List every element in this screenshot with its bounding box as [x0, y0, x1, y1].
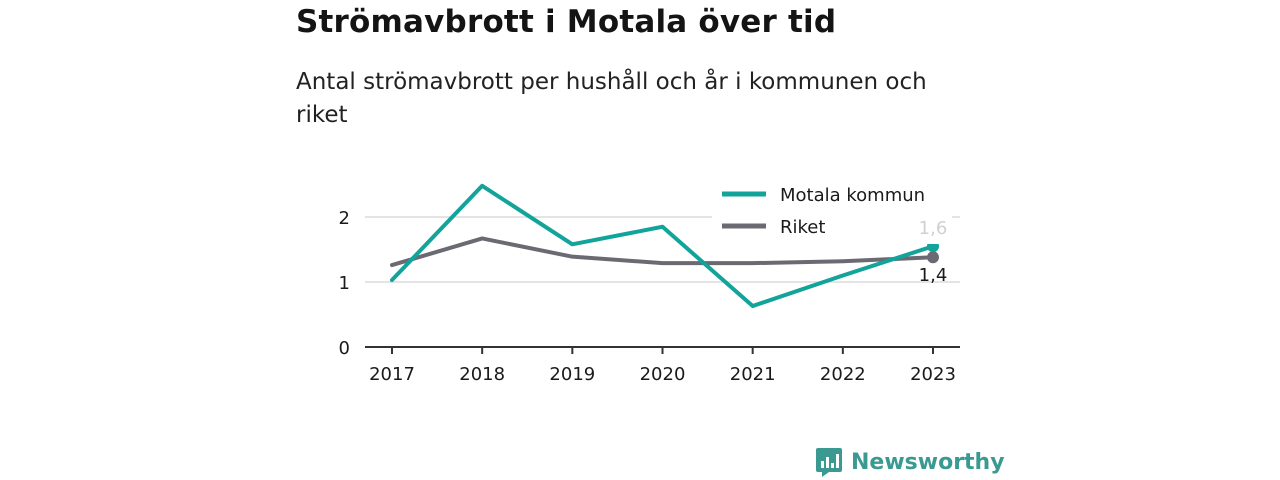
x-axis: 2017 2018 2019 2020 2021 2022 2023 [365, 346, 960, 385]
series-line-0 [390, 183, 935, 309]
series-line-1 [390, 236, 935, 268]
end-label-motala: 1,6 [919, 218, 948, 239]
end-label-riket: 1,4 [919, 265, 948, 286]
brand: Newsworthy [815, 446, 1005, 478]
y-tick-label: 2 [339, 208, 350, 229]
brand-name: Newsworthy [851, 449, 1005, 475]
line-chart: 0 1 2 2017 2018 2019 2020 2021 2022 2023 Motala … [338, 176, 960, 385]
x-tick-label: 2017 [369, 364, 415, 385]
end-point-1 [927, 251, 939, 264]
x-tick-label: 2018 [459, 364, 505, 385]
x-tick-label: 2019 [549, 364, 595, 385]
chart-title: Strömavbrott i Motala över tid [296, 4, 837, 40]
end-labels: 1,6 1,4 [919, 218, 948, 286]
legend-label: Riket [780, 217, 825, 238]
legend-label: Motala kommun [780, 185, 925, 206]
newsworthy-logo-icon [816, 448, 842, 477]
x-tick-label: 2020 [640, 364, 686, 385]
x-tick-label: 2022 [820, 364, 866, 385]
y-tick-label: 1 [339, 273, 350, 294]
x-tick-label: 2023 [910, 364, 956, 385]
chart-subtitle: Antal strömavbrott per hushåll och år i … [296, 69, 927, 128]
legend-background [712, 176, 952, 244]
x-tick-label: 2021 [730, 364, 776, 385]
y-tick-label: 0 [339, 338, 350, 359]
legend: Motala kommun Riket [712, 176, 952, 244]
